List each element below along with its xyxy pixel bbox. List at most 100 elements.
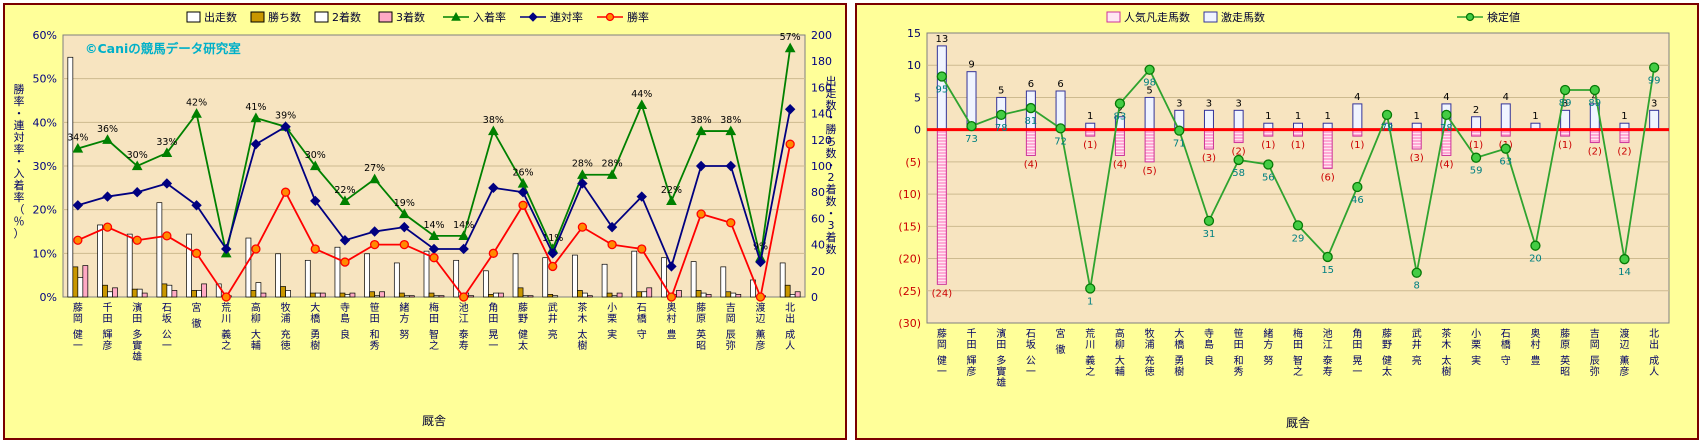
- marker-circle-icon: [518, 200, 528, 210]
- point-label-test_value: 56: [1262, 172, 1275, 183]
- bar-poor_run: [1025, 129, 1036, 156]
- bar-strong_run: [1649, 109, 1660, 131]
- x-label: 石橋守: [637, 303, 647, 341]
- bar-label-strong_run: 9: [968, 60, 974, 71]
- marker-circle-icon: [1530, 240, 1541, 251]
- point-label-finish_rate: 30%: [127, 150, 148, 161]
- x-label: 角田晃一: [488, 302, 498, 352]
- marker-triangle-icon: [451, 11, 461, 21]
- x-label: 小栗実: [1471, 328, 1481, 367]
- point-label-finish_rate: 38%: [483, 115, 504, 126]
- point-label-test_value: 95: [935, 85, 948, 96]
- bar-thirds: [735, 294, 742, 298]
- y-tick-left: 20%: [33, 204, 57, 217]
- marker-triangle-icon: [725, 125, 737, 136]
- bar-seconds: [700, 292, 707, 298]
- bar-label-poor_run: (4): [1439, 159, 1453, 170]
- marker-triangle-icon: [636, 99, 648, 109]
- bar-strong_run: [1560, 109, 1571, 131]
- bar-starts: [572, 254, 578, 298]
- x-label: 荒川義之: [221, 302, 231, 352]
- bar-wins: [280, 286, 286, 298]
- x-label: 牧浦充徳: [281, 301, 291, 352]
- bar-starts: [453, 259, 460, 298]
- y-tick: 0: [914, 124, 921, 137]
- marker-circle-icon: [488, 248, 499, 258]
- bar-starts: [186, 233, 192, 298]
- watermark: ©Caniの競馬データ研究室: [85, 41, 241, 56]
- point-label-finish_rate: 28%: [602, 159, 623, 170]
- bar-label-strong_run: 3: [1206, 98, 1212, 109]
- legend-label-starts: 出走数: [204, 10, 237, 24]
- bar-thirds: [587, 295, 593, 298]
- point-label-test_value: 20: [1529, 254, 1542, 265]
- point-label-finish_rate: 22%: [334, 185, 355, 196]
- bar-label-poor_run: (1): [1558, 140, 1572, 151]
- bar-thirds: [527, 295, 534, 298]
- marker-circle-icon: [369, 239, 380, 250]
- point-label-test_value: 83: [1114, 112, 1127, 123]
- y-tick: (25): [898, 285, 921, 298]
- bar-starts: [601, 263, 608, 298]
- marker-triangle-icon: [784, 42, 796, 53]
- x-label: 濱田多實雄: [132, 301, 142, 363]
- bar-seconds: [196, 290, 202, 298]
- marker-circle-icon: [1174, 125, 1185, 136]
- x-label: 渡辺薫彦: [755, 301, 765, 352]
- y-axis-title-right: 出走数・勝ち数・ 2 着数・ 3 着数: [826, 74, 837, 256]
- point-label-finish_rate: 57%: [780, 32, 801, 43]
- bar-seconds: [433, 295, 440, 298]
- marker-circle-icon: [1114, 98, 1126, 109]
- bar-wins: [309, 292, 316, 298]
- marker-circle-icon: [726, 218, 736, 228]
- marker-diamond-icon: [221, 243, 232, 255]
- bar-wins: [695, 290, 702, 298]
- y-tick-left: 10%: [33, 247, 57, 260]
- bar-label-strong_run: 6: [1028, 79, 1034, 90]
- x-label: 北出成人: [1649, 328, 1659, 378]
- bar-wins: [102, 284, 108, 298]
- marker-circle-icon: [340, 257, 350, 267]
- bar-strong_run: [1203, 109, 1214, 131]
- point-label-finish_rate: 27%: [364, 163, 385, 174]
- marker-triangle-icon: [339, 195, 351, 206]
- bar-wins: [250, 290, 257, 298]
- bar-wins: [784, 284, 791, 298]
- legend-label-wins: 勝ち数: [268, 10, 301, 24]
- y-tick: (5): [905, 156, 921, 169]
- point-label-finish_rate: 38%: [720, 115, 741, 126]
- bar-wins: [517, 287, 524, 298]
- point-label-test_value: 89: [1588, 98, 1601, 109]
- point-label-test_value: 8: [1414, 281, 1420, 292]
- x-label: 寺島良: [1204, 328, 1214, 367]
- marker-circle-icon: [605, 12, 615, 22]
- x-label: 千田輝彦: [103, 302, 113, 352]
- bar-thirds: [646, 287, 653, 298]
- marker-triangle-icon: [428, 230, 440, 240]
- bar-thirds: [319, 292, 326, 298]
- bar-thirds: [616, 292, 623, 298]
- point-label-test_value: 72: [1054, 136, 1067, 147]
- marker-diamond-icon: [755, 256, 766, 268]
- point-label-test_value: 1: [1087, 297, 1093, 308]
- point-label-finish_rate: 22%: [661, 185, 682, 196]
- bar-label-poor_run: (6): [1321, 172, 1335, 183]
- bar-label-strong_run: 3: [1176, 98, 1182, 109]
- bar-label-strong_run: 4: [1592, 92, 1598, 103]
- bar-label-poor_run: (2): [1232, 147, 1246, 158]
- bar-thirds: [498, 292, 504, 298]
- bar-wins: [339, 292, 346, 298]
- x-label: 渡辺薫彦: [1619, 327, 1629, 378]
- bar-poor_run: [1233, 129, 1244, 144]
- x-label: 茶木太樹: [577, 301, 587, 352]
- bar-starts: [393, 262, 400, 298]
- marker-circle-icon: [1292, 220, 1304, 231]
- point-label-test_value: 58: [1232, 168, 1245, 179]
- marker-circle-icon: [1649, 62, 1660, 73]
- legend-label-thirds: 3着数: [396, 10, 425, 24]
- bar-seconds: [136, 288, 143, 298]
- point-label-finish_rate: 41%: [245, 102, 266, 113]
- bar-seconds: [166, 284, 173, 298]
- legend-label-finish_rate: 入着率: [473, 10, 506, 24]
- marker-diamond-icon: [399, 221, 410, 233]
